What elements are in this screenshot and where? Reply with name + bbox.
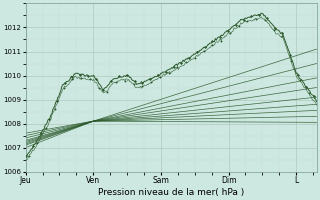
X-axis label: Pression niveau de la mer( hPa ): Pression niveau de la mer( hPa ) [98, 188, 244, 197]
